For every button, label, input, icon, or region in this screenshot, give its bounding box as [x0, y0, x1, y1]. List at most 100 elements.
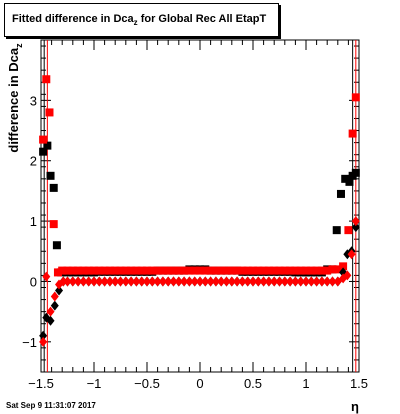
data-point-square — [307, 266, 316, 275]
data-point-square — [180, 266, 189, 275]
data-point-square — [333, 265, 342, 274]
y-tick-label: 0 — [30, 274, 37, 289]
data-point-diamond — [132, 276, 141, 287]
data-point-square — [127, 266, 136, 275]
y-tick-label: 2 — [30, 154, 37, 169]
data-point-diamond — [50, 300, 59, 311]
data-point-diamond — [222, 276, 231, 287]
x-tick-label: −1.5 — [28, 376, 54, 391]
data-point-diamond — [116, 276, 125, 287]
data-point-square — [296, 266, 305, 275]
data-point-square — [74, 266, 83, 275]
data-point-diamond — [254, 276, 263, 287]
data-point-square — [233, 266, 242, 275]
data-point-diamond — [275, 276, 284, 287]
data-point-square — [323, 266, 332, 275]
data-point-diamond — [323, 276, 332, 287]
data-point-diamond — [347, 249, 356, 260]
chart-title-main: Fitted difference in Dca — [12, 13, 134, 25]
data-point-diamond — [127, 276, 136, 287]
chart-title: Fitted difference in Dcaz for Global Rec… — [12, 13, 266, 27]
data-point-diamond — [158, 276, 167, 287]
y-tick-label: 1 — [30, 214, 37, 229]
data-point-diamond — [264, 276, 273, 287]
data-point-square — [291, 266, 300, 275]
data-point-diamond — [302, 276, 310, 287]
data-point-diamond — [249, 276, 257, 287]
data-point-diamond — [148, 276, 157, 287]
data-point-diamond — [201, 276, 210, 287]
data-point-diamond — [153, 276, 162, 287]
data-point-diamond — [206, 276, 215, 287]
data-point-square — [116, 266, 125, 275]
x-axis-label: η — [351, 399, 359, 414]
data-point-square — [264, 266, 273, 275]
data-point-square — [111, 266, 120, 275]
data-point-square — [58, 266, 67, 275]
data-point-diamond — [137, 276, 146, 287]
data-point-square — [339, 262, 348, 271]
data-point-diamond — [307, 276, 316, 287]
data-point-diamond — [280, 276, 289, 287]
data-point-diamond — [39, 330, 48, 341]
data-point-square — [201, 266, 210, 275]
data-point-diamond — [46, 315, 55, 326]
data-point-diamond — [286, 276, 295, 287]
data-point-square — [143, 266, 151, 275]
data-point-square — [302, 266, 310, 275]
data-point-square — [249, 266, 257, 275]
data-point-square — [332, 226, 341, 235]
data-point-square — [196, 266, 204, 275]
data-point-diamond — [211, 276, 220, 287]
data-point-diamond — [111, 276, 120, 287]
data-point-diamond — [169, 276, 178, 287]
x-tick-label: −0.5 — [134, 376, 160, 391]
data-point-square — [275, 266, 284, 275]
data-point-diamond — [190, 276, 199, 287]
x-tick-label: 0.5 — [244, 376, 262, 391]
timestamp: Sat Sep 9 11:31:07 2017 — [6, 401, 96, 410]
data-point-diamond — [238, 276, 247, 287]
data-point-diamond — [68, 276, 77, 287]
data-point-square — [217, 266, 226, 275]
data-point-square — [280, 266, 289, 275]
data-point-square — [336, 189, 345, 198]
data-point-square — [63, 266, 72, 275]
data-point-square — [43, 141, 52, 150]
data-point-square — [351, 168, 360, 177]
chart-title-rest: for Global Rec All EtapT — [137, 13, 267, 25]
x-tick-label: 1.5 — [350, 376, 368, 391]
data-point-square — [341, 174, 350, 183]
data-point-square — [84, 266, 93, 275]
data-point-square — [169, 266, 178, 275]
data-point-diamond — [351, 216, 360, 227]
data-point-square — [52, 241, 61, 250]
data-point-diamond — [328, 276, 337, 287]
data-point-square — [206, 266, 215, 275]
x-tick-label: 0 — [196, 376, 203, 391]
data-point-diamond — [243, 276, 252, 287]
data-point-square — [164, 266, 173, 275]
y-axis-label-subscript: z — [14, 43, 24, 48]
data-point-diamond — [296, 276, 305, 287]
data-point-square — [190, 266, 199, 275]
data-point-square — [259, 266, 268, 275]
data-point-square — [39, 147, 48, 156]
plot-frame — [40, 39, 360, 373]
data-point-diamond — [46, 306, 55, 317]
data-point-diamond — [217, 276, 226, 287]
x-tick-label: −1 — [87, 376, 102, 391]
data-point-square — [49, 183, 58, 192]
data-point-diamond — [55, 285, 64, 296]
data-point-square — [238, 266, 247, 275]
data-point-square — [312, 266, 321, 275]
data-point-square — [45, 108, 54, 117]
data-point-square — [39, 135, 48, 144]
y-tick-label: 3 — [30, 93, 37, 108]
data-point-square — [317, 266, 326, 275]
data-point-diamond — [143, 276, 151, 287]
data-point-square — [100, 266, 109, 275]
data-point-diamond — [84, 276, 93, 287]
data-point-diamond — [39, 336, 48, 347]
